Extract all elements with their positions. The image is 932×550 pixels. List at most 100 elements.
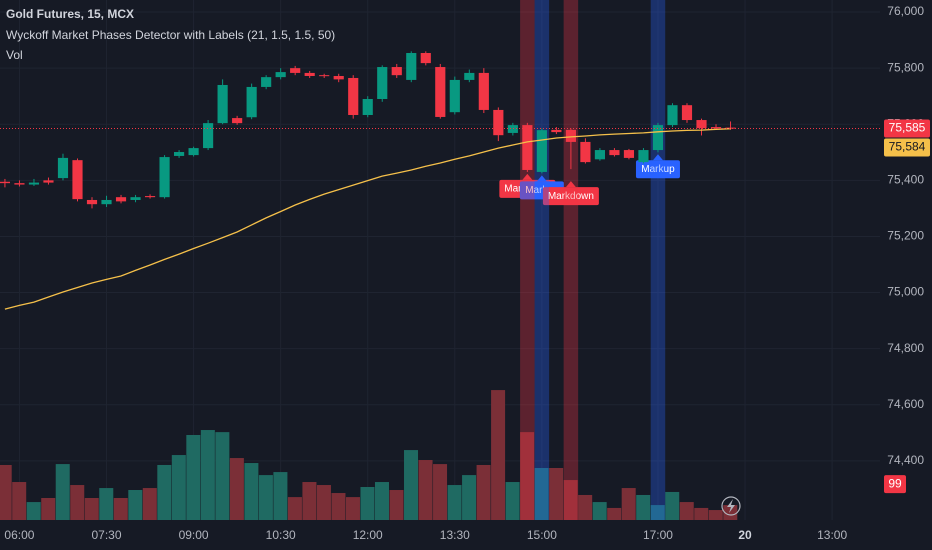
candle-body xyxy=(609,150,620,156)
phase-label-arrow xyxy=(536,175,547,182)
phase-label-arrow xyxy=(522,173,533,180)
volume-bar xyxy=(389,490,404,520)
candle-body xyxy=(275,72,286,78)
candle-body xyxy=(101,199,112,205)
value-tag xyxy=(884,119,930,138)
candle-body xyxy=(203,123,214,149)
replay-icon[interactable] xyxy=(721,496,741,516)
candle-body xyxy=(159,157,170,198)
candle-body xyxy=(86,199,98,205)
volume-bar xyxy=(345,497,360,520)
y-tick-label: 75,400 xyxy=(887,173,924,187)
y-tick-label: 75,200 xyxy=(887,229,924,243)
phase-band xyxy=(563,0,579,520)
x-tick-label: 13:30 xyxy=(440,528,470,542)
volume-bar xyxy=(534,468,549,520)
x-tick-label: 15:00 xyxy=(527,528,557,542)
x-tick-label: 20 xyxy=(738,528,752,542)
candle-body xyxy=(333,76,344,80)
volume-bar xyxy=(316,485,331,520)
candle-body xyxy=(420,53,431,64)
volume-bar xyxy=(99,488,114,520)
candle-body xyxy=(0,181,11,184)
volume-title: Vol xyxy=(6,48,23,62)
icon-bolt xyxy=(727,499,735,513)
candle-body xyxy=(623,150,635,158)
volume-bar xyxy=(142,488,157,520)
volume-bar xyxy=(258,475,273,520)
y-tick-label: 74,400 xyxy=(887,453,924,467)
candle-body xyxy=(232,118,243,124)
candle-body xyxy=(464,72,475,80)
phase-label: Markdown xyxy=(542,181,599,206)
volume-bar xyxy=(708,510,723,520)
candle-body xyxy=(290,68,301,73)
candle-body xyxy=(144,196,156,198)
candle-body xyxy=(710,127,722,129)
grid xyxy=(0,0,880,520)
candle-body xyxy=(493,109,504,136)
candle-body xyxy=(638,150,649,163)
volume-bar xyxy=(592,502,607,520)
volume-bar xyxy=(433,464,448,520)
volume-bar xyxy=(244,463,259,520)
x-tick-label: 13:00 xyxy=(817,528,847,542)
volume-bar xyxy=(520,432,535,520)
volume-bar xyxy=(302,482,317,520)
volume-bar xyxy=(636,494,651,520)
candle-body xyxy=(115,197,127,202)
value-tag-text: 75,585 xyxy=(889,121,926,135)
y-tick-label: 75,000 xyxy=(887,285,924,299)
phase-label-arrow xyxy=(565,181,576,188)
volume-bar xyxy=(578,494,593,520)
candle-body xyxy=(261,77,272,87)
x-tick-label: 12:00 xyxy=(353,528,383,542)
candle-body xyxy=(696,120,707,129)
phase-label-box xyxy=(635,160,680,179)
candles xyxy=(0,51,736,209)
volume-bar xyxy=(505,482,520,520)
indicator-title: Wyckoff Market Phases Detector with Labe… xyxy=(6,28,335,42)
y-tick-label: 76,000 xyxy=(887,4,924,18)
phase-label-box xyxy=(542,187,599,206)
candle-body xyxy=(304,72,315,77)
candle-body xyxy=(377,67,388,100)
candle-body xyxy=(28,182,40,185)
candle-body xyxy=(435,67,446,117)
candle-body xyxy=(72,160,83,200)
volume-bar xyxy=(215,432,230,520)
volume-bar xyxy=(418,460,433,520)
phase-band xyxy=(650,0,666,520)
x-tick-label: 17:00 xyxy=(643,528,673,542)
phase-band xyxy=(534,0,550,520)
candle-body xyxy=(57,157,69,179)
candle-body xyxy=(551,129,562,133)
phase-label-text: Markdown xyxy=(548,191,594,202)
volume-bar xyxy=(404,450,419,520)
volume-bar xyxy=(157,464,172,520)
candle-body xyxy=(522,125,533,170)
volume-bar xyxy=(476,464,491,520)
volume-bar xyxy=(621,488,636,520)
candle-body xyxy=(449,79,460,113)
value-tag xyxy=(884,138,930,157)
x-tick-label: 07:30 xyxy=(92,528,122,542)
chart-title: Gold Futures, 15, MCX xyxy=(6,7,134,21)
phase-label-text: Markup xyxy=(525,185,559,196)
volume-bar xyxy=(374,482,389,520)
volume-bar xyxy=(679,502,694,520)
x-tick-label: 06:00 xyxy=(4,528,34,542)
candle-body xyxy=(362,99,373,115)
candle-body xyxy=(173,152,185,156)
volume-bar xyxy=(650,505,665,520)
candle-body xyxy=(130,197,141,200)
candle-body xyxy=(681,105,693,121)
volume-bar xyxy=(549,468,564,520)
y-tick-label: 74,800 xyxy=(887,341,924,355)
axes: 76,00075,80075,60075,40075,20075,00074,8… xyxy=(4,4,930,542)
candle-body xyxy=(507,125,518,133)
candle-body xyxy=(348,77,359,115)
candle-body xyxy=(319,75,330,77)
